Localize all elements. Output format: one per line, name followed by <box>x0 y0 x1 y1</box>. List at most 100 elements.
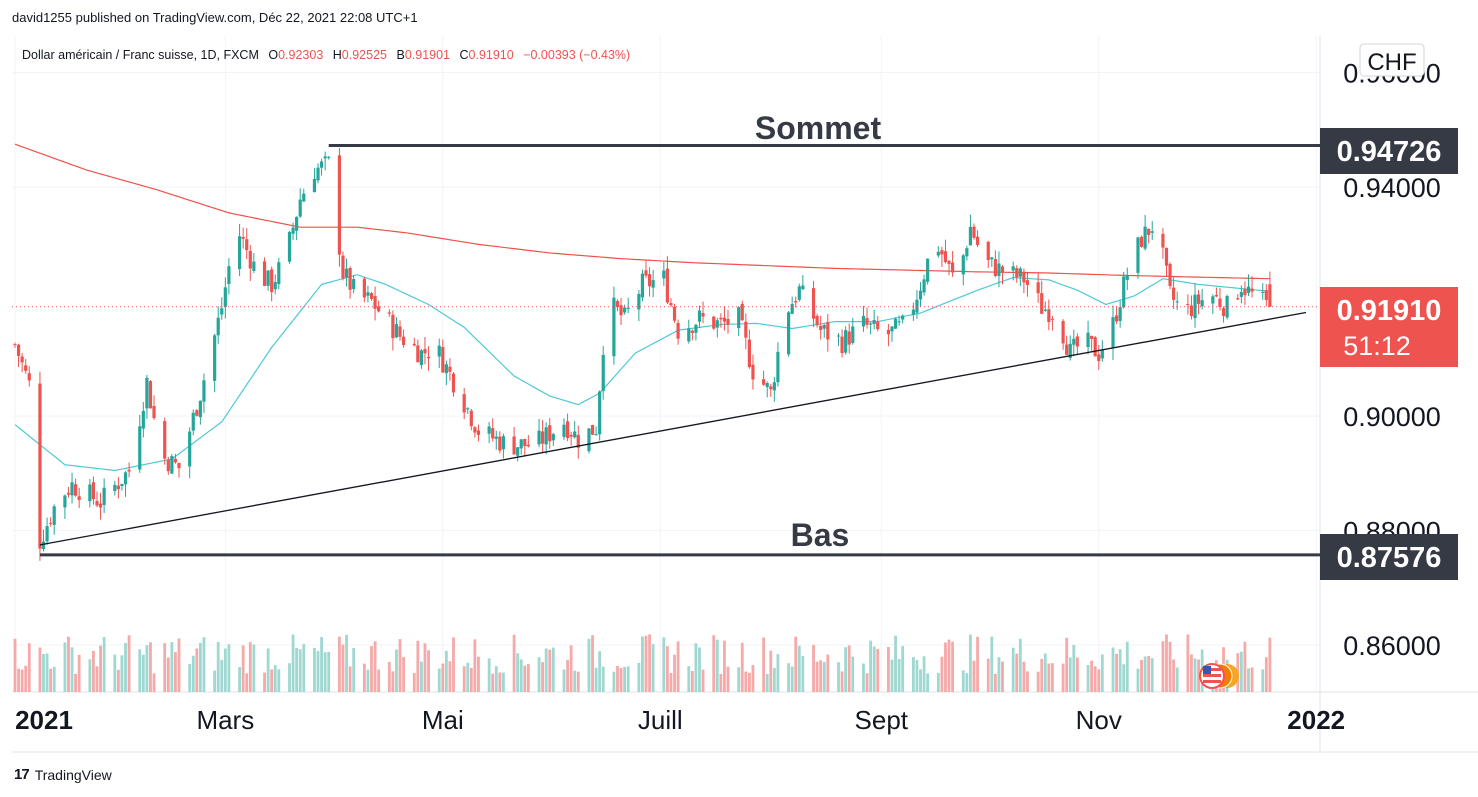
volume-bar <box>166 657 170 692</box>
price-tick-label: 0.94000 <box>1343 173 1441 203</box>
candle-body <box>1172 287 1176 300</box>
candle-body <box>601 354 605 392</box>
volume-bar <box>947 639 951 692</box>
volume-bar <box>915 660 919 692</box>
candle-body <box>13 344 17 346</box>
candle-body <box>469 410 473 427</box>
time-tick-label: Mars <box>196 705 254 735</box>
candle-body <box>865 318 869 325</box>
volume-bar <box>862 663 865 692</box>
bottom-level-label: Bas <box>791 517 850 553</box>
candle-body <box>1168 263 1172 287</box>
last-price-countdown: 51:12 <box>1343 331 1411 361</box>
candle-body <box>651 280 655 288</box>
volume-bar <box>188 664 192 692</box>
volume-bar <box>562 669 566 692</box>
volume-bar <box>648 634 651 692</box>
volume-bar <box>469 667 473 692</box>
volume-bar <box>687 666 691 692</box>
candle-body <box>1139 236 1144 247</box>
volume-bar <box>102 636 106 692</box>
volume-bar <box>1239 651 1243 692</box>
volume-bar <box>911 657 915 692</box>
volume-bar <box>548 649 552 692</box>
volume-bar <box>819 660 823 692</box>
candlesticks <box>13 148 1272 561</box>
volume-bar <box>851 656 855 692</box>
volume-bar <box>698 647 701 692</box>
volume-bar <box>566 660 569 692</box>
candle-body <box>644 270 648 276</box>
candle-body <box>74 484 78 496</box>
volume-bar <box>976 636 979 692</box>
volume-bar <box>1140 659 1143 692</box>
candle-body <box>1161 233 1165 248</box>
candle-body <box>1264 290 1268 300</box>
volume-bar <box>526 664 530 692</box>
volume-bar <box>626 666 630 692</box>
candle-body <box>170 456 174 474</box>
volume-bar <box>612 671 616 692</box>
candle-body <box>1075 336 1079 347</box>
volume-bar <box>462 666 466 692</box>
publisher-line: david1255 published on TradingView.com, … <box>12 10 418 25</box>
candle-body <box>195 410 199 416</box>
volume-bar <box>152 673 156 692</box>
volume-bar <box>45 653 49 692</box>
volume-bar <box>338 636 341 692</box>
candle-body <box>1090 335 1094 339</box>
candle-body <box>494 436 498 439</box>
candle-body <box>1150 231 1154 233</box>
candle-body <box>426 356 431 359</box>
volume-bar <box>1150 658 1154 692</box>
volume-bar <box>765 673 769 692</box>
candle-body <box>619 305 623 316</box>
volume-bar <box>177 638 181 692</box>
volume-bar <box>1097 669 1101 692</box>
last-price-value: 0.91910 <box>1337 295 1442 327</box>
candle-body <box>487 426 491 434</box>
candle-body <box>836 335 841 337</box>
candle-body <box>972 226 976 238</box>
candle-body <box>298 199 302 217</box>
volume-bar <box>669 672 673 692</box>
economic-events-icon[interactable] <box>1199 663 1239 689</box>
candle-body <box>565 421 570 439</box>
candle-body <box>537 430 541 445</box>
candle-body <box>851 326 855 343</box>
candle-body <box>148 381 153 409</box>
currency-badge[interactable] <box>1359 43 1425 77</box>
candle-body <box>1218 298 1222 308</box>
volume-bar <box>844 647 848 692</box>
volume-bar <box>441 663 445 692</box>
candle-body <box>901 315 905 320</box>
volume-bar <box>323 652 327 692</box>
candle-body <box>915 299 919 313</box>
volume-bar <box>616 665 619 692</box>
volume-bar <box>1168 641 1172 692</box>
volume-bar <box>17 668 20 692</box>
legend-symbol: Dollar américain / Franc suisse, 1D, FXC… <box>22 48 259 62</box>
candle-body <box>91 482 96 500</box>
volume-bar <box>1075 657 1079 692</box>
legend-low: 0.91901 <box>405 48 450 62</box>
candle-body <box>1086 332 1090 348</box>
candle-body <box>551 434 555 441</box>
tradingview-footer[interactable]: 17 TradingView <box>14 766 112 783</box>
candle-body <box>918 290 923 300</box>
candle-body <box>423 349 427 354</box>
volume-bar <box>1243 641 1247 692</box>
volume-bar <box>922 656 926 692</box>
candle-body <box>1243 288 1247 296</box>
candle-body <box>1175 301 1179 303</box>
candle-body <box>722 317 727 322</box>
volume-bar <box>1172 659 1176 692</box>
volume-bar <box>1036 671 1040 692</box>
candle-body <box>1147 228 1151 235</box>
candle-body <box>323 156 327 159</box>
volume-bar <box>63 642 67 692</box>
volume-bar <box>202 637 206 692</box>
candle-body <box>523 438 527 447</box>
moving-average-long <box>14 143 1270 280</box>
candle-body <box>762 379 766 385</box>
